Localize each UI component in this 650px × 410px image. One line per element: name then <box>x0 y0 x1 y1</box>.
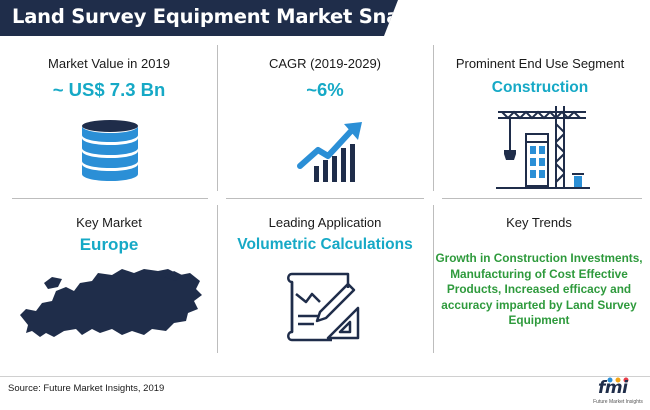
logo-subtext: Future Market Insights <box>593 399 643 405</box>
fmi-logo: fmi Future Market Insights <box>590 377 644 407</box>
cagr-value: ~6% <box>306 79 344 100</box>
construction-crane-icon <box>496 106 590 189</box>
page-title: Land Survey Equipment Market Snapshot <box>12 5 461 28</box>
key-market-value: Europe <box>79 235 139 254</box>
cagr-card: CAGR (2019-2029) ~6% <box>222 56 428 101</box>
footer-divider <box>0 376 650 377</box>
divider <box>226 198 424 199</box>
logo-text: fmi <box>598 378 628 398</box>
market-value-value: ~ US$ 7.3 Bn <box>52 79 166 100</box>
trends-card: Key Trends <box>436 215 642 230</box>
coin-stack-icon <box>82 120 138 181</box>
source-note: Source: Future Market Insights, 2019 <box>8 383 165 394</box>
trends-text: Growth in Construction Investments, Manu… <box>435 251 643 328</box>
market-value-card: Market Value in 2019 ~ US$ 7.3 Bn <box>6 56 212 101</box>
logo-dots-icon <box>607 377 629 383</box>
divider <box>442 198 642 199</box>
end-use-card: Prominent End Use Segment Construction <box>437 56 643 97</box>
market-value-label: Market Value in 2019 <box>48 56 170 71</box>
divider <box>217 45 218 191</box>
title-bar: Land Survey Equipment Market Snapshot <box>0 0 398 36</box>
divider <box>433 45 434 191</box>
application-value: Volumetric Calculations <box>237 236 413 253</box>
cagr-label: CAGR (2019-2029) <box>269 56 381 71</box>
europe-map-icon <box>20 269 202 337</box>
end-use-value: Construction <box>491 79 589 96</box>
growth-chart-icon <box>297 122 362 182</box>
drafting-blueprint-icon <box>287 272 360 342</box>
trends-label: Key Trends <box>506 215 572 230</box>
application-label: Leading Application <box>268 215 382 230</box>
end-use-label: Prominent End Use Segment <box>455 56 625 71</box>
divider <box>12 198 208 199</box>
key-market-card: Key Market Europe <box>6 215 212 255</box>
divider <box>217 205 218 353</box>
divider <box>433 205 434 353</box>
key-market-label: Key Market <box>76 215 142 230</box>
application-card: Leading Application Volumetric Calculati… <box>222 215 428 254</box>
